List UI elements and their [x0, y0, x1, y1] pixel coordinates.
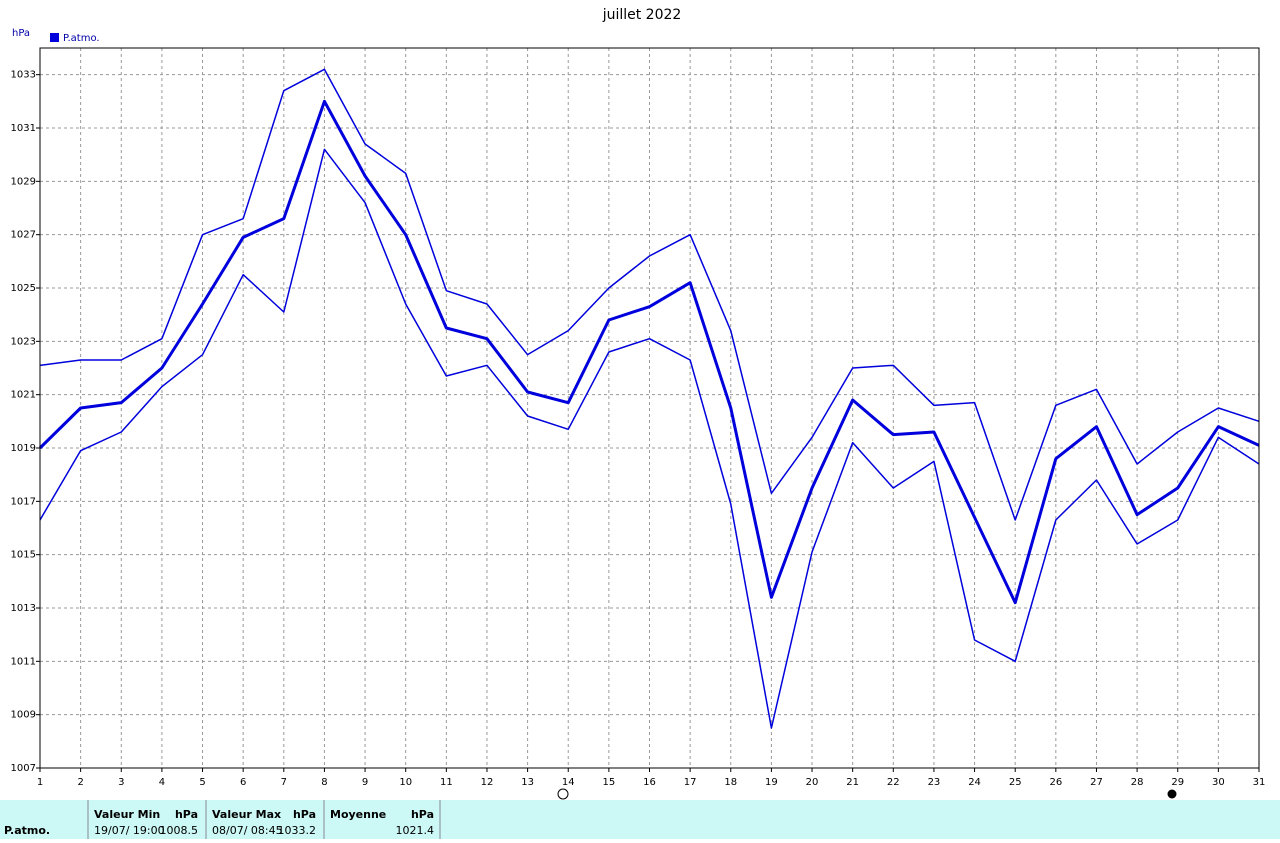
line-values	[38, 99, 1260, 605]
legend-label: P.atmo.	[63, 33, 100, 44]
x-tick-label: 16	[643, 777, 656, 788]
stats-unit: hPa	[411, 808, 434, 821]
y-tick-label: 1009	[11, 710, 36, 721]
stats-unit: hPa	[293, 808, 316, 821]
stats-date: 08/07/ 08:45	[212, 824, 283, 837]
stats-title: Moyenne	[330, 808, 386, 821]
y-tick-label: 1025	[11, 283, 36, 294]
moon-full	[1167, 789, 1177, 799]
x-tick-label: 3	[118, 777, 124, 788]
x-tick-label: 5	[199, 777, 205, 788]
x-tick-label: 19	[765, 777, 778, 788]
x-tick-label: 25	[1009, 777, 1022, 788]
line-high	[39, 68, 1260, 521]
y-unit: hPa	[12, 28, 30, 39]
chart-title: juillet 2022	[602, 7, 682, 23]
x-tick-label: 30	[1212, 777, 1225, 788]
stats-unit: hPa	[175, 808, 198, 821]
x-tick-label: 18	[724, 777, 737, 788]
x-tick-label: 7	[281, 777, 287, 788]
x-tick-label: 17	[684, 777, 697, 788]
stats-label: P.atmo.	[4, 824, 50, 837]
stats-title: Valeur Min	[94, 808, 160, 821]
x-tick-label: 11	[440, 777, 453, 788]
x-tick-label: 13	[521, 777, 534, 788]
x-tick-label: 6	[240, 777, 246, 788]
x-tick-label: 24	[968, 777, 981, 788]
y-tick-label: 1029	[11, 176, 36, 187]
x-tick-label: 21	[846, 777, 859, 788]
x-tick-label: 12	[481, 777, 494, 788]
stats-date: 19/07/ 19:00	[94, 824, 165, 837]
y-tick-label: 1015	[11, 550, 36, 561]
x-tick-label: 29	[1171, 777, 1184, 788]
y-tick-label: 1023	[11, 336, 36, 347]
y-tick-label: 1031	[11, 123, 36, 134]
y-tick-label: 1021	[11, 390, 36, 401]
y-tick-label: 1017	[11, 496, 36, 507]
x-tick-label: 10	[399, 777, 412, 788]
y-tick-label: 1011	[11, 656, 36, 667]
y-tick-label: 1019	[11, 443, 36, 454]
stats-title: Valeur Max	[212, 808, 281, 821]
y-tick-label: 1013	[11, 603, 36, 614]
stats-bar	[0, 800, 1280, 839]
plot-frame	[39, 47, 1260, 769]
x-tick-label: 31	[1253, 777, 1266, 788]
x-tick-label: 27	[1090, 777, 1103, 788]
x-tick-label: 15	[602, 777, 615, 788]
x-tick-label: 14	[562, 777, 575, 788]
x-tick-label: 28	[1131, 777, 1144, 788]
y-tick-label: 1033	[11, 70, 36, 81]
x-tick-label: 8	[321, 777, 327, 788]
x-tick-label: 1	[37, 777, 43, 788]
x-tick-label: 26	[1049, 777, 1062, 788]
x-tick-label: 4	[159, 777, 165, 788]
x-tick-label: 20	[806, 777, 819, 788]
x-tick-label: 2	[77, 777, 83, 788]
stats-value: 1033.2	[278, 824, 317, 837]
moon-new	[557, 788, 569, 800]
stats-value: 1008.5	[160, 824, 199, 837]
stats-value: 1021.4	[396, 824, 435, 837]
x-tick-label: 9	[362, 777, 368, 788]
x-tick-label: 23	[928, 777, 941, 788]
legend-swatch	[50, 33, 59, 42]
line-low	[39, 148, 1260, 729]
x-tick-label: 22	[887, 777, 900, 788]
y-tick-label: 1027	[11, 230, 36, 241]
y-tick-label: 1007	[11, 763, 36, 774]
